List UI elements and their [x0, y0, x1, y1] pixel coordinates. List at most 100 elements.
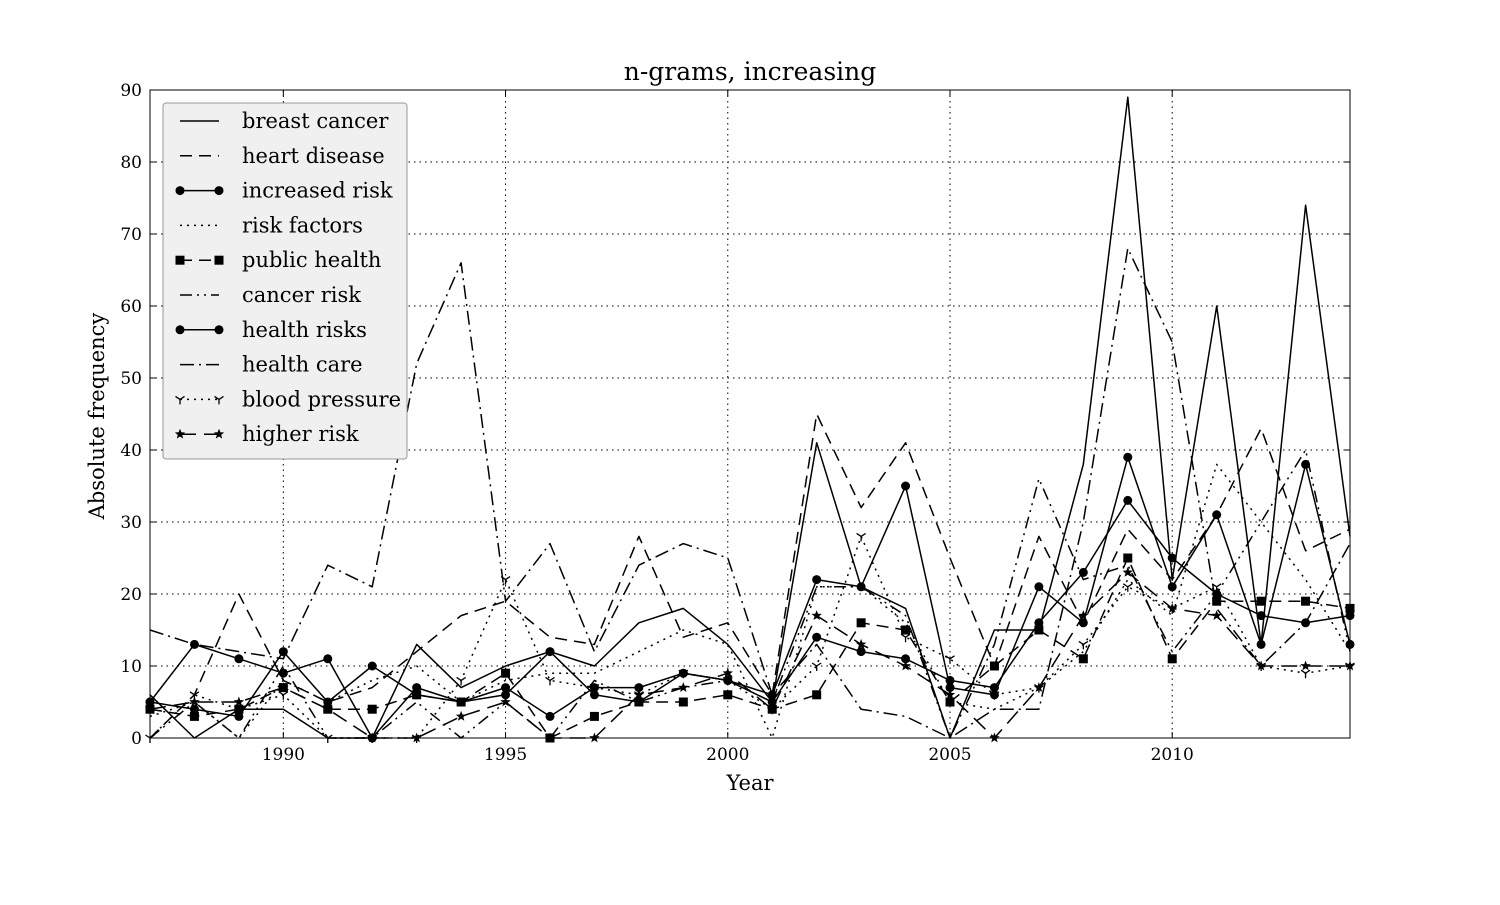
- y-tick-label: 10: [120, 657, 142, 677]
- data-point-higher-risk: [500, 696, 511, 707]
- data-point-increased-risk: [634, 683, 644, 693]
- x-tick-label: 1995: [484, 745, 527, 765]
- data-point-public-health: [1123, 553, 1133, 563]
- data-point-increased-risk: [234, 654, 244, 664]
- series-line-increased-risk: [149, 456, 1351, 739]
- series-heart-disease: [149, 413, 1351, 739]
- data-point-increased-risk: [1256, 639, 1266, 649]
- data-point-blood-pressure: [500, 576, 511, 585]
- data-point-increased-risk: [412, 683, 422, 693]
- y-tick-label: 50: [120, 369, 142, 389]
- data-point-health-risks: [323, 697, 333, 707]
- data-point-public-health: [945, 697, 955, 707]
- y-tick-label: 40: [120, 441, 142, 461]
- legend-item-breast-cancer: breast cancer: [180, 109, 389, 133]
- data-point-higher-risk: [855, 638, 867, 649]
- legend-label-heart-disease: heart disease: [242, 144, 385, 168]
- data-point-health-risks: [634, 697, 644, 707]
- data-point-higher-risk: [189, 696, 200, 707]
- series-risk-factors: [149, 463, 1351, 739]
- data-point-public-health: [812, 690, 822, 700]
- data-point-increased-risk: [856, 582, 866, 592]
- data-point-public-health: [501, 668, 511, 678]
- data-point-blood-pressure: [722, 676, 733, 686]
- axis-ticks: 1990 1995 2000 2005 2010 0 10 20 30 40 50 60 70 80 90: [120, 81, 1350, 765]
- data-point-higher-risk: [767, 703, 778, 714]
- legend-marker-increased-risk: [214, 186, 224, 196]
- series-public-health: [145, 553, 1355, 743]
- data-point-blood-pressure: [678, 669, 689, 679]
- data-point-public-health: [1167, 654, 1177, 664]
- data-point-blood-pressure: [278, 691, 289, 700]
- data-point-blood-pressure: [945, 655, 955, 664]
- x-tick-label: 1990: [262, 745, 305, 765]
- data-point-blood-pressure: [234, 705, 244, 715]
- series-higher-risk: [144, 566, 1356, 743]
- data-point-health-risks: [901, 654, 911, 664]
- data-point-health-risks: [1034, 618, 1044, 628]
- data-point-higher-risk: [1078, 610, 1089, 620]
- data-point-blood-pressure: [1078, 640, 1089, 650]
- chart-title: n-grams, increasing: [624, 57, 877, 86]
- legend-label-health-care: health care: [242, 353, 363, 377]
- y-tick-label: 90: [120, 81, 142, 101]
- data-point-public-health: [1301, 596, 1311, 606]
- legend-marker-health-risks: [175, 325, 185, 335]
- series-cancer-risk: [149, 449, 1351, 739]
- legend-marker-increased-risk: [175, 186, 185, 196]
- data-point-blood-pressure: [811, 662, 822, 671]
- data-point-health-risks: [412, 690, 422, 700]
- data-point-public-health: [1034, 625, 1044, 635]
- legend-item-blood-pressure: blood pressure: [175, 387, 401, 411]
- data-point-blood-pressure: [1122, 583, 1133, 592]
- data-point-higher-risk: [1211, 610, 1222, 620]
- data-point-increased-risk: [1034, 582, 1044, 592]
- data-point-public-health: [856, 618, 866, 628]
- data-point-higher-risk: [1033, 682, 1045, 692]
- y-tick-label: 20: [120, 585, 142, 605]
- legend-item-heart-disease: heart disease: [180, 144, 385, 168]
- y-axis-label: Absolute frequency: [85, 313, 109, 521]
- legend-marker-blood-pressure: [175, 395, 185, 405]
- data-point-blood-pressure: [1300, 669, 1311, 679]
- data-point-health-risks: [589, 690, 599, 700]
- data-point-health-risks: [234, 711, 244, 721]
- x-tick-label: 2000: [706, 745, 749, 765]
- data-point-health-risks: [456, 697, 466, 707]
- data-point-health-risks: [1078, 567, 1088, 577]
- legend-item-risk-factors: risk factors: [180, 213, 363, 237]
- data-point-higher-risk: [278, 682, 289, 692]
- data-point-higher-risk: [411, 732, 422, 743]
- legend-marker-higher-risk: [174, 428, 186, 439]
- y-tick-label: 30: [120, 513, 142, 533]
- legend-label-cancer-risk: cancer risk: [242, 283, 361, 307]
- data-point-health-risks: [812, 632, 822, 642]
- data-point-higher-risk: [678, 682, 689, 692]
- series-line-higher-risk: [149, 571, 1350, 739]
- data-point-increased-risk: [1167, 582, 1177, 592]
- grid-lines: [150, 90, 1350, 738]
- data-point-increased-risk: [901, 481, 911, 491]
- legend-label-risk-factors: risk factors: [242, 213, 363, 237]
- series-line-risk-factors: [149, 463, 1351, 739]
- data-point-blood-pressure: [322, 734, 333, 743]
- legend-label-breast-cancer: breast cancer: [242, 109, 389, 133]
- data-point-higher-risk: [455, 710, 467, 721]
- data-point-health-risks: [545, 647, 555, 657]
- data-point-health-risks: [856, 647, 866, 657]
- x-tick-label: 2005: [928, 745, 971, 765]
- data-point-higher-risk: [1122, 566, 1133, 577]
- x-axis-label: Year: [725, 771, 774, 795]
- data-point-increased-risk: [812, 575, 822, 585]
- legend-label-increased-risk: increased risk: [242, 179, 393, 203]
- data-point-higher-risk: [944, 689, 956, 700]
- data-point-higher-risk: [589, 732, 600, 743]
- data-point-public-health: [589, 711, 599, 721]
- series-health-care: [149, 247, 1351, 739]
- data-point-public-health: [1078, 654, 1088, 664]
- data-point-blood-pressure: [900, 633, 911, 643]
- legend-marker-public-health: [214, 255, 224, 265]
- data-point-health-risks: [1167, 553, 1177, 563]
